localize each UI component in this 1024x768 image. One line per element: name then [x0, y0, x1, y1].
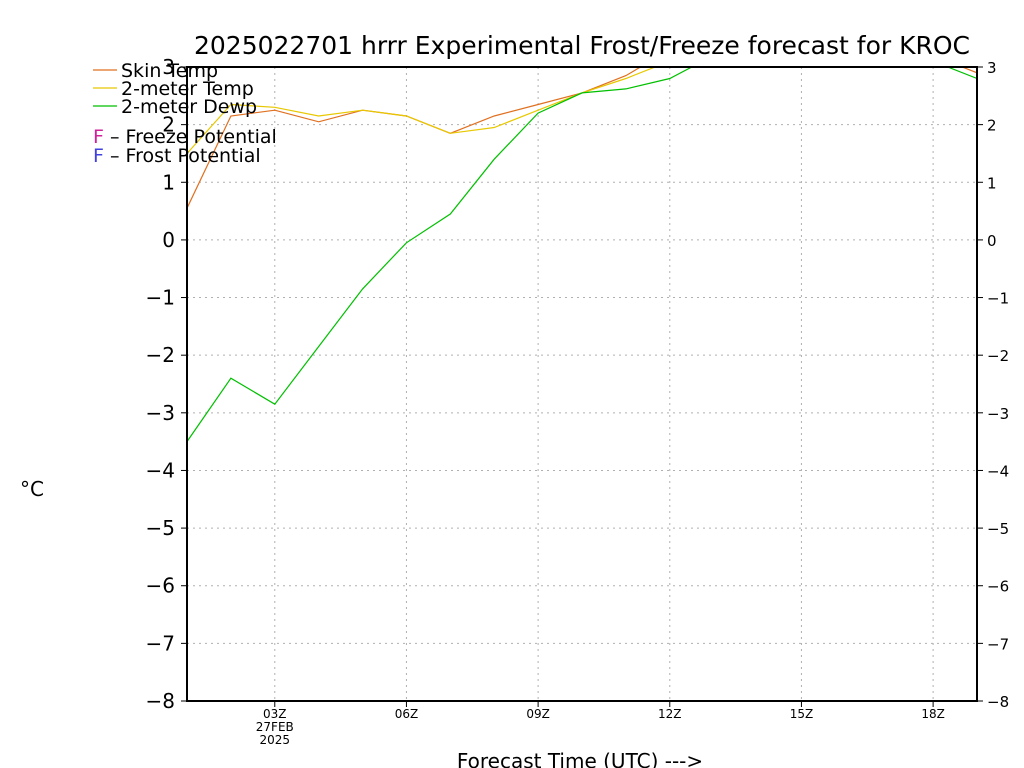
grid [187, 67, 977, 701]
legend-note: F – Frost Potential [93, 145, 261, 167]
x-axis-label: Forecast Time (UTC) ---> [457, 749, 703, 768]
y-tick-label-right: −2 [987, 347, 1009, 365]
y-tick-label: 2 [162, 113, 175, 137]
legend-label: 2-meter Temp [121, 78, 254, 100]
x-tick-label: 18Z [921, 707, 945, 721]
x-tick-year: 2025 [260, 733, 291, 747]
y-tick-label-right: 0 [987, 232, 997, 250]
y-tick-label: −8 [146, 689, 175, 713]
series-lines [187, 67, 977, 442]
y-axis-label: °C [20, 477, 44, 501]
y-tick-label: −1 [146, 286, 175, 310]
x-tick-label: 09Z [526, 707, 550, 721]
x-tick-label: 03Z [263, 707, 287, 721]
y-tick-label: −5 [146, 516, 175, 540]
legend-note-marker: F [93, 126, 104, 148]
y-axis-left: −8 −7 −6 −5 −4 −3 −2 −1 0 1 2 3 [146, 55, 187, 713]
legend-label: 2-meter Dewp [121, 96, 257, 118]
y-tick-label-right: 3 [987, 59, 997, 77]
legend-note-text: – Frost Potential [104, 145, 261, 167]
legend-note-text: – Freeze Potential [104, 126, 277, 148]
y-axis-right: −8 −7 −6 −5 −4 −3 −2 −1 0 1 2 3 [977, 59, 1009, 711]
legend-label: Skin Temp [121, 60, 218, 82]
y-tick-label: −4 [146, 458, 175, 482]
x-tick-date: 27FEB [256, 720, 294, 734]
y-tick-label-right: 2 [987, 117, 997, 135]
y-tick-label: −3 [146, 401, 175, 425]
y-tick-label-right: −3 [987, 405, 1009, 423]
y-tick-label-right: −8 [987, 693, 1009, 711]
y-tick-label-right: −4 [987, 462, 1009, 480]
y-tick-label-right: −5 [987, 520, 1009, 538]
y-tick-label-right: −1 [987, 290, 1009, 308]
x-tick-label: 06Z [395, 707, 419, 721]
x-tick-label: 15Z [790, 707, 814, 721]
plot-frame [186, 66, 978, 702]
y-tick-label: 3 [162, 55, 175, 79]
y-tick-label: 0 [162, 228, 175, 252]
y-tick-label-right: −6 [987, 578, 1009, 596]
legend-note-marker: F [93, 145, 104, 167]
y-tick-label: −7 [146, 631, 175, 655]
series-line-2-meter-dewp [187, 67, 977, 442]
y-tick-label: −2 [146, 343, 175, 367]
chart-title: 2025022701 hrrr Experimental Frost/Freez… [194, 31, 970, 60]
legend-note: F – Freeze Potential [93, 126, 277, 148]
y-tick-label-right: −7 [987, 635, 1009, 653]
y-tick-label: 1 [162, 170, 175, 194]
x-tick-label: 12Z [658, 707, 682, 721]
y-tick-label: −6 [146, 574, 175, 598]
y-tick-label-right: 1 [987, 174, 997, 192]
